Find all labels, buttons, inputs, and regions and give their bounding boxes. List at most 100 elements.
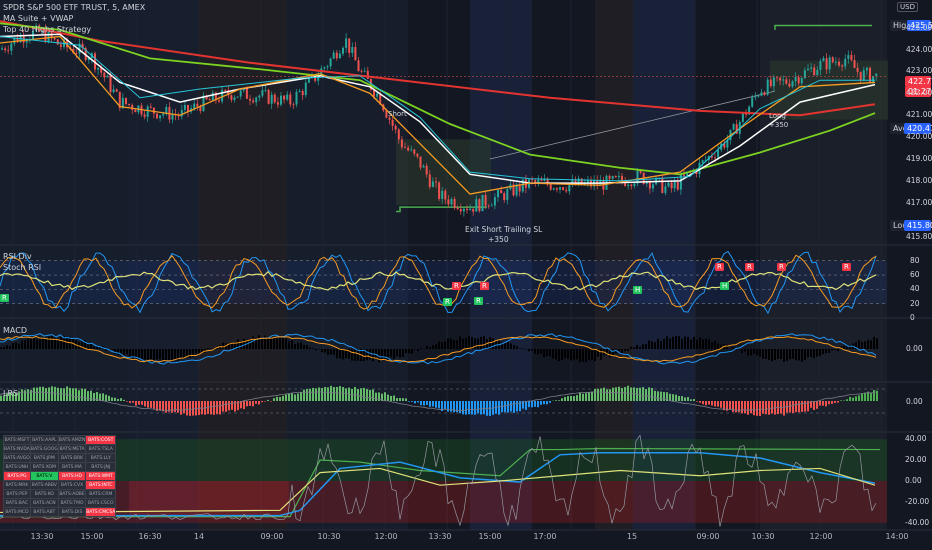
macd-histogram-bar bbox=[561, 349, 563, 361]
candle-body bbox=[717, 149, 720, 158]
lrs-histogram-bar bbox=[477, 401, 479, 414]
lrs-histogram-bar bbox=[258, 401, 260, 405]
table-row: BATS:UNH BATS:XOM BATS:MA BATS:JNJ bbox=[3, 462, 117, 472]
osc-y-tick: 0.00 bbox=[905, 476, 922, 485]
candle-body bbox=[338, 53, 341, 59]
macd-histogram-bar bbox=[780, 349, 782, 360]
currency-label[interactable]: USD bbox=[897, 2, 918, 12]
candle-body bbox=[221, 89, 224, 102]
lrs-histogram-bar bbox=[762, 401, 764, 414]
macd-histogram-bar bbox=[342, 349, 344, 360]
candle-body bbox=[4, 48, 7, 51]
candle-body bbox=[611, 176, 614, 179]
x-axis-tick: 17:00 bbox=[533, 532, 557, 541]
rsi-line bbox=[0, 270, 877, 291]
candle-body bbox=[202, 95, 205, 112]
lrs-histogram-bar bbox=[735, 401, 737, 413]
ma-suite-indicator-label[interactable]: MA Suite + VWAP bbox=[3, 14, 74, 23]
macd-histogram-bar bbox=[87, 343, 89, 349]
macd-histogram-bar bbox=[696, 339, 698, 349]
lrs-histogram-bar bbox=[525, 401, 527, 410]
macd-histogram-bar bbox=[708, 339, 710, 349]
macd-histogram-bar bbox=[597, 349, 599, 357]
macd-histogram-bar bbox=[165, 349, 167, 361]
candle-body bbox=[828, 57, 831, 70]
rsi-div-title[interactable]: RSI Div bbox=[3, 252, 32, 261]
lrs-histogram-bar bbox=[819, 401, 821, 406]
macd-histogram-bar bbox=[468, 335, 470, 349]
lrs-histogram-bar bbox=[519, 401, 521, 412]
macd-histogram-bar bbox=[534, 349, 536, 354]
lrs-histogram-bar bbox=[576, 395, 578, 401]
macd-histogram-bar bbox=[348, 349, 350, 359]
candle-body bbox=[819, 61, 822, 70]
candle-body bbox=[834, 61, 837, 63]
macd-histogram-bar bbox=[828, 349, 830, 353]
lrs-histogram-bar bbox=[342, 387, 344, 401]
lrs-histogram-bar bbox=[585, 393, 587, 401]
lrs-histogram-bar bbox=[867, 391, 869, 401]
lrs-histogram-bar bbox=[681, 396, 683, 401]
lrs-histogram-bar bbox=[804, 401, 806, 412]
price-y-tick: 418.00 bbox=[906, 175, 932, 185]
strategy-indicator-label[interactable]: Top 40 Highs Strategy bbox=[3, 25, 92, 34]
table-cell: BATS:BRK bbox=[57, 453, 87, 463]
session-band-6 bbox=[595, 0, 633, 530]
macd-histogram-bar bbox=[630, 346, 632, 349]
macd-histogram-bar bbox=[639, 346, 641, 349]
lrs-histogram-bar bbox=[27, 389, 29, 401]
lrs-histogram-bar bbox=[369, 389, 371, 401]
macd-histogram-bar bbox=[399, 349, 401, 358]
macd-histogram-bar bbox=[477, 338, 479, 349]
candle-body bbox=[807, 68, 809, 71]
macd-histogram-bar bbox=[114, 349, 116, 354]
macd-histogram-bar bbox=[180, 349, 182, 358]
lrs-histogram-bar bbox=[162, 401, 164, 412]
table-cell: BATS:AMZN bbox=[57, 435, 87, 445]
lrs-histogram-bar bbox=[807, 401, 809, 412]
macd-histogram-bar bbox=[396, 349, 398, 357]
lrs-title[interactable]: LRS bbox=[3, 389, 19, 398]
symbol-title[interactable]: SPDR S&P 500 ETF TRUST, 5, AMEX bbox=[3, 3, 146, 12]
lrs-histogram-bar bbox=[600, 388, 602, 401]
table-cell: BATS:ACN bbox=[29, 498, 59, 508]
macd-histogram-bar bbox=[717, 343, 719, 349]
table-cell: BATS:CVX bbox=[57, 480, 87, 490]
macd-histogram-bar bbox=[309, 347, 311, 349]
table-cell: BATS:UNH bbox=[3, 462, 31, 472]
x-axis-tick: 15 bbox=[626, 532, 638, 541]
macd-histogram-bar bbox=[519, 348, 521, 349]
lrs-histogram-bar bbox=[705, 401, 707, 406]
candle-body bbox=[121, 97, 124, 109]
session-band-7 bbox=[633, 0, 695, 530]
lrs-histogram-bar bbox=[216, 401, 218, 415]
macd-title[interactable]: MACD bbox=[3, 326, 27, 335]
table-cell: BATS:MCD bbox=[3, 507, 31, 517]
macd-histogram-bar bbox=[438, 341, 440, 349]
macd-histogram-bar bbox=[366, 349, 368, 361]
candle-body bbox=[258, 95, 261, 98]
lrs-histogram-bar bbox=[417, 401, 419, 403]
macd-histogram-bar bbox=[621, 349, 623, 354]
macd-histogram-bar bbox=[525, 349, 527, 350]
macd-histogram-bar bbox=[156, 349, 158, 360]
macd-histogram-bar bbox=[483, 336, 485, 349]
table-cell: BATS:ABT bbox=[29, 507, 59, 517]
stoch-rsi-title[interactable]: Stoch RSI bbox=[3, 263, 42, 272]
candle-body bbox=[549, 184, 552, 190]
lrs-histogram-bar bbox=[750, 401, 752, 414]
macd-histogram-bar bbox=[36, 339, 38, 349]
candle-body bbox=[772, 77, 775, 87]
lrs-histogram-bar bbox=[816, 401, 818, 409]
lrs-histogram-bar bbox=[618, 386, 620, 401]
lrs-histogram-bar bbox=[273, 398, 275, 401]
lrs-histogram-bar bbox=[822, 401, 824, 406]
macd-histogram-bar bbox=[627, 349, 629, 352]
lrs-histogram-bar bbox=[126, 401, 128, 402]
candle-body bbox=[342, 47, 344, 54]
candle-body bbox=[555, 188, 558, 190]
candle-body bbox=[679, 174, 682, 190]
lrs-histogram-bar bbox=[15, 392, 17, 401]
candle-body bbox=[794, 77, 797, 82]
